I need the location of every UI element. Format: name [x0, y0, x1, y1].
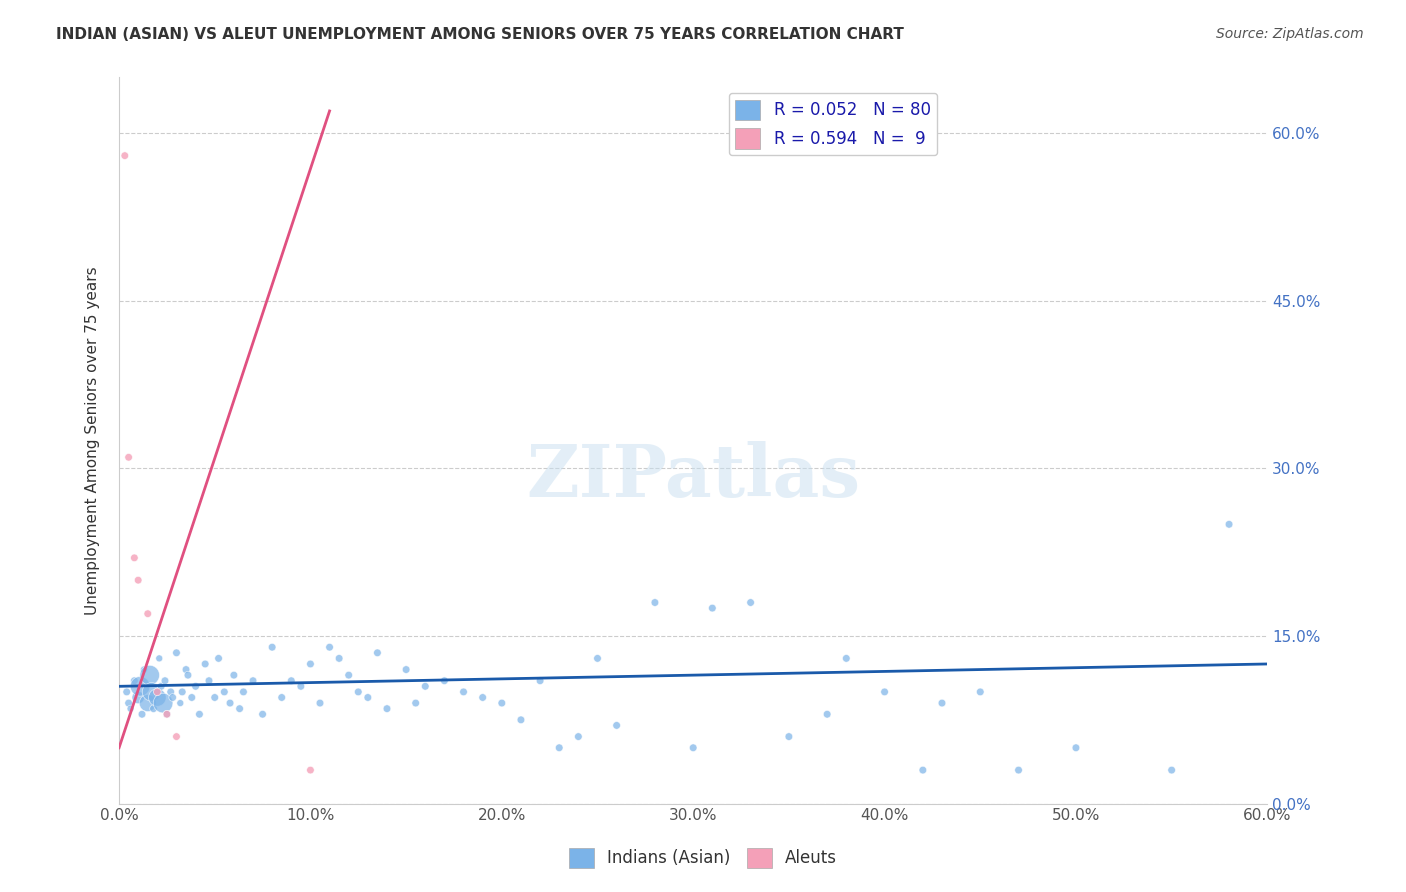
Point: [127, 690, 149, 705]
Point: [124, 673, 146, 688]
Point: [129, 679, 152, 693]
Point: [152, 696, 174, 710]
Point: [1160, 763, 1182, 777]
Point: [702, 601, 724, 615]
Legend: Indians (Asian), Aleuts: Indians (Asian), Aleuts: [562, 841, 844, 875]
Point: [177, 668, 200, 682]
Text: ZIPatlas: ZIPatlas: [526, 442, 860, 512]
Point: [682, 740, 704, 755]
Point: [204, 690, 226, 705]
Point: [252, 707, 274, 722]
Point: [136, 696, 159, 710]
Legend: R = 0.052   N = 80, R = 0.594   N =  9: R = 0.052 N = 80, R = 0.594 N = 9: [728, 93, 938, 155]
Point: [328, 651, 350, 665]
Point: [931, 696, 953, 710]
Point: [395, 663, 418, 677]
Point: [548, 740, 571, 755]
Point: [188, 707, 211, 722]
Point: [198, 673, 221, 688]
Point: [357, 690, 380, 705]
Point: [228, 701, 250, 715]
Point: [214, 685, 236, 699]
Point: [138, 668, 160, 682]
Point: [873, 685, 896, 699]
Point: [740, 595, 762, 609]
Point: [299, 763, 322, 777]
Point: [169, 696, 191, 710]
Point: [586, 651, 609, 665]
Point: [120, 701, 142, 715]
Point: [1064, 740, 1087, 755]
Point: [337, 668, 360, 682]
Point: [150, 679, 173, 693]
Point: [166, 730, 188, 744]
Point: [606, 718, 628, 732]
Point: [299, 657, 322, 671]
Point: [567, 730, 589, 744]
Point: [156, 707, 179, 722]
Point: [146, 690, 169, 705]
Point: [262, 640, 284, 655]
Point: [1218, 517, 1240, 532]
Point: [117, 696, 139, 710]
Point: [156, 707, 179, 722]
Point: [347, 685, 370, 699]
Point: [132, 663, 155, 677]
Point: [471, 690, 494, 705]
Point: [413, 679, 436, 693]
Point: [491, 696, 513, 710]
Point: [290, 679, 312, 693]
Point: [131, 707, 153, 722]
Point: [815, 707, 838, 722]
Point: [194, 657, 217, 671]
Point: [115, 685, 138, 699]
Point: [180, 690, 202, 705]
Point: [162, 690, 184, 705]
Point: [433, 673, 456, 688]
Point: [405, 696, 427, 710]
Point: [136, 607, 159, 621]
Point: [242, 673, 264, 688]
Point: [124, 550, 146, 565]
Point: [280, 673, 302, 688]
Point: [148, 651, 170, 665]
Point: [222, 668, 245, 682]
Point: [172, 685, 194, 699]
Point: [141, 685, 163, 699]
Text: INDIAN (ASIAN) VS ALEUT UNEMPLOYMENT AMONG SENIORS OVER 75 YEARS CORRELATION CHA: INDIAN (ASIAN) VS ALEUT UNEMPLOYMENT AMO…: [56, 27, 904, 42]
Point: [174, 663, 197, 677]
Point: [142, 701, 165, 715]
Point: [114, 148, 136, 162]
Point: [529, 673, 551, 688]
Point: [375, 701, 398, 715]
Point: [366, 646, 388, 660]
Point: [270, 690, 292, 705]
Point: [127, 573, 149, 587]
Point: [184, 679, 207, 693]
Point: [453, 685, 475, 699]
Point: [117, 450, 139, 465]
Point: [911, 763, 934, 777]
Point: [207, 651, 229, 665]
Text: Source: ZipAtlas.com: Source: ZipAtlas.com: [1216, 27, 1364, 41]
Point: [1007, 763, 1029, 777]
Point: [778, 730, 800, 744]
Point: [159, 685, 181, 699]
Point: [153, 673, 176, 688]
Point: [510, 713, 533, 727]
Point: [318, 640, 340, 655]
Point: [166, 646, 188, 660]
Point: [232, 685, 254, 699]
Y-axis label: Unemployment Among Seniors over 75 years: Unemployment Among Seniors over 75 years: [86, 266, 100, 615]
Point: [835, 651, 858, 665]
Point: [969, 685, 991, 699]
Point: [219, 696, 242, 710]
Point: [146, 685, 169, 699]
Point: [644, 595, 666, 609]
Point: [309, 696, 332, 710]
